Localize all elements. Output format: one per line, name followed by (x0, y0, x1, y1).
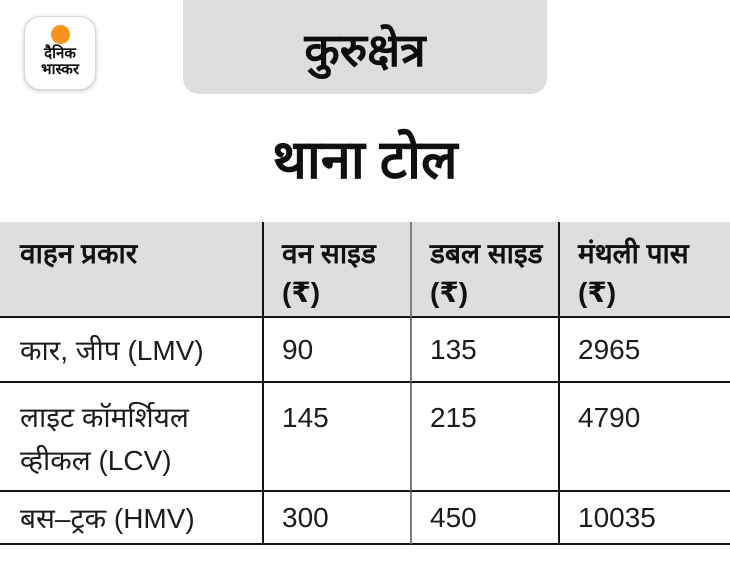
col-header-monthly-pass: मंथली पास (₹) (558, 222, 730, 318)
cell-monthly-lcv: 4790 (558, 383, 730, 492)
region-title: कुरुक्षेत्र (304, 24, 426, 76)
col-header-vehicle-type: वाहन प्रकार (0, 222, 262, 318)
toll-rate-table: वाहन प्रकार वन साइड (₹) डबल साइड (₹) मंथ… (0, 222, 730, 545)
cell-doubleside-lmv: 135 (410, 318, 558, 383)
page-title: थाना टोल (272, 130, 458, 190)
region-banner: कुरुक्षेत्र (183, 0, 547, 94)
dainik-bhaskar-logo: दैनिक भास्कर (24, 16, 96, 90)
cell-vehicle-lcv: लाइट कॉमर्शियल व्हीकल (LCV) (0, 383, 262, 492)
cell-oneside-lcv: 145 (262, 383, 410, 492)
cell-vehicle-lmv: कार, जीप (LMV) (0, 318, 262, 383)
logo-text-line1: दैनिक (44, 45, 76, 62)
col-header-one-side: वन साइड (₹) (262, 222, 410, 318)
cell-vehicle-hmv: बस–ट्रक (HMV) (0, 492, 262, 545)
logo-text-line2: भास्कर (41, 61, 79, 79)
cell-doubleside-lcv: 215 (410, 383, 558, 492)
logo-sun-icon (50, 25, 70, 44)
col-header-double-side: डबल साइड (₹) (410, 222, 558, 318)
cell-monthly-lmv: 2965 (558, 318, 730, 383)
cell-oneside-lmv: 90 (262, 318, 410, 383)
cell-doubleside-hmv: 450 (410, 492, 558, 545)
cell-oneside-hmv: 300 (262, 492, 410, 545)
cell-monthly-hmv: 10035 (558, 492, 730, 545)
